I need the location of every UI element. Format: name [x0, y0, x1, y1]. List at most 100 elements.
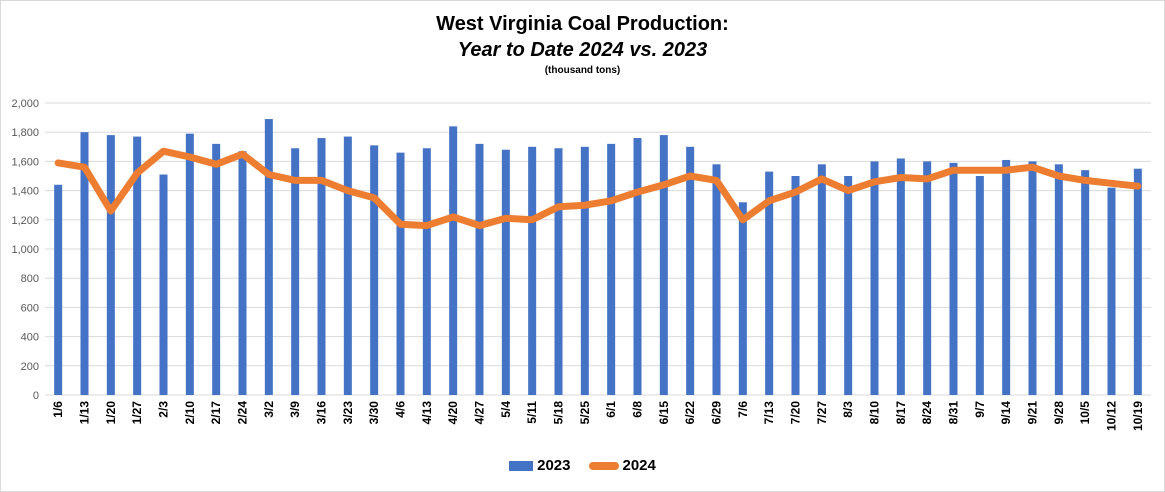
point-2024: [874, 181, 875, 183]
x-tick-label: 2/17: [209, 401, 223, 425]
x-tick-label: 9/7: [973, 401, 987, 418]
x-tick-label: 4/20: [446, 401, 460, 425]
bar-2023: [317, 138, 326, 396]
bar-2023: [1002, 159, 1011, 395]
x-tick-label: 7/13: [762, 401, 776, 425]
bar-2023: [343, 136, 352, 395]
bar-2023: [449, 126, 458, 396]
chart-legend: 2023 2024: [1, 457, 1164, 474]
point-2024: [1084, 179, 1086, 181]
bar-2023: [870, 161, 879, 395]
point-2024: [637, 191, 638, 193]
y-tick-label: 200: [21, 361, 39, 373]
x-tick-label: 8/10: [868, 401, 882, 425]
point-2024: [531, 219, 533, 221]
bar-2023: [370, 145, 379, 395]
x-tick-label: 3/16: [315, 401, 329, 425]
bar-2023: [80, 132, 89, 395]
y-tick-label: 1,400: [11, 186, 39, 198]
x-tick-label: 5/18: [552, 401, 566, 425]
bar-2023: [396, 152, 405, 395]
bar-2023: [1081, 170, 1090, 395]
x-tick-label: 5/4: [499, 401, 513, 418]
line-2024-path: [54, 147, 1142, 230]
bar-2023: [844, 176, 853, 395]
point-2024: [742, 219, 744, 221]
bar-2023: [1054, 164, 1063, 395]
bar-2023: [607, 143, 616, 395]
x-tick-label: 2/24: [236, 401, 250, 425]
y-tick-label: 2,000: [11, 98, 39, 110]
point-2024: [110, 210, 112, 212]
bar-2023: [765, 171, 774, 395]
y-axis-ticks: 0 200 400 600 800 1,000 1,200 1,400 1,600 1,800 2,…: [11, 98, 39, 402]
x-tick-label: 3/23: [341, 401, 355, 425]
x-tick-label: 3/2: [262, 401, 276, 418]
bar-2023: [422, 148, 431, 395]
bar-2023: [212, 143, 221, 395]
bar-2023: [923, 161, 932, 395]
point-2024: [716, 179, 717, 181]
x-tick-label: 7/6: [736, 401, 750, 418]
point-2024: [163, 150, 164, 152]
y-tick-label: 400: [21, 332, 39, 344]
bar-2023: [659, 135, 668, 395]
x-tick-label: 8/31: [947, 401, 961, 425]
bar-2023: [817, 164, 826, 395]
point-2024: [926, 178, 928, 180]
bar-2023: [738, 202, 747, 395]
x-tick-label: 5/11: [525, 401, 539, 424]
legend-label-2023: 2023: [537, 457, 571, 474]
x-tick-label: 3/30: [367, 401, 381, 425]
point-2024: [1058, 175, 1060, 177]
chart-title: West Virginia Coal Production:: [436, 13, 729, 35]
x-tick-label: 1/13: [78, 401, 92, 425]
line-2024: [54, 147, 1142, 230]
point-2024: [795, 191, 796, 193]
x-tick-label: 8/24: [920, 401, 934, 425]
x-tick-label: 2/10: [183, 401, 197, 425]
bar-2023: [238, 151, 247, 395]
point-2024: [821, 178, 823, 180]
point-2024: [189, 156, 191, 158]
point-2024: [136, 172, 138, 174]
x-tick-label: 6/1: [604, 401, 618, 418]
x-tick-label: 7/27: [815, 401, 829, 425]
legend-swatch-2023: [509, 460, 534, 471]
x-tick-label: 7/20: [789, 401, 803, 425]
y-tick-label: 1,200: [11, 215, 39, 227]
chart-title-block: West Virginia Coal Production: Year to D…: [1, 11, 1164, 79]
bar-2023: [712, 164, 721, 395]
point-2024: [663, 184, 665, 186]
x-tick-label: 6/22: [683, 401, 697, 425]
y-tick-label: 1,000: [11, 244, 39, 256]
point-2024: [479, 225, 480, 227]
x-tick-label: 10/12: [1105, 401, 1119, 431]
point-2024: [452, 216, 454, 218]
point-2024: [979, 169, 981, 171]
point-2024: [294, 179, 296, 181]
y-tick-label: 0: [33, 390, 39, 402]
y-tick-label: 600: [21, 302, 39, 314]
point-2024: [373, 197, 375, 199]
bar-2023: [1133, 168, 1142, 395]
point-2024: [268, 174, 270, 176]
bar-2023: [185, 133, 194, 395]
point-2024: [400, 223, 401, 225]
bars-2023: [54, 119, 1142, 396]
x-tick-label: 8/3: [841, 401, 855, 418]
point-2024: [689, 175, 691, 177]
bar-2023: [791, 176, 800, 395]
point-2024: [347, 190, 349, 192]
x-tick-label: 4/27: [473, 401, 487, 425]
point-2024: [953, 169, 954, 171]
x-tick-label: 1/27: [130, 401, 144, 425]
x-tick-label: 8/17: [894, 401, 908, 425]
bar-2023: [106, 135, 115, 395]
bar-2023: [54, 184, 63, 395]
x-tick-label: 9/21: [1026, 401, 1040, 425]
bar-2023: [291, 148, 300, 395]
chart-units: (thousand tons): [544, 65, 621, 76]
point-2024: [1032, 166, 1033, 168]
